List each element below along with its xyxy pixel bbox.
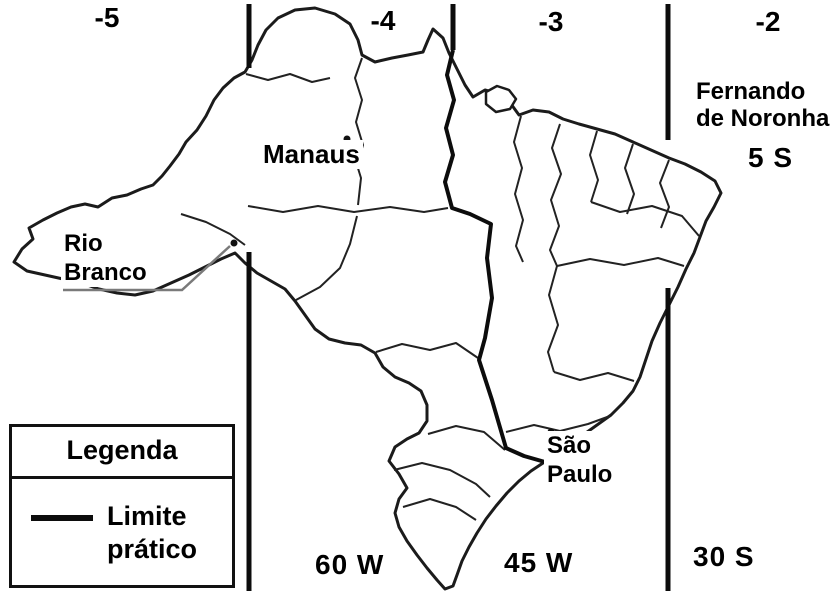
timezone-label-minus3: -3 (538, 6, 564, 37)
legend-item-line1: Limite (107, 501, 187, 531)
city-label-manaus: Manaus (260, 140, 363, 169)
rio-branco-dot (230, 239, 238, 247)
fernando-line2: de Noronha (696, 105, 830, 132)
state-borders (180, 57, 700, 521)
latitude-label-30s: 30 S (693, 541, 755, 572)
legend-box: Legenda Limite prático (9, 424, 235, 588)
practical-limit-line-symbol (31, 515, 93, 521)
rio-branco-line1: Rio (64, 230, 103, 257)
timezone-label-minus2: -2 (755, 6, 781, 37)
legend-divider (12, 476, 232, 479)
legend-item-label: Limite prático (107, 500, 197, 566)
timezone-label-minus5: -5 (94, 2, 120, 33)
city-label-fernando-de-noronha: Fernando de Noronha (693, 78, 833, 132)
latitude-label-5s: 5 S (748, 142, 794, 173)
legend-item-line2: prático (107, 534, 198, 564)
rio-branco-leader-line (63, 245, 231, 292)
fernando-line1: Fernando (696, 78, 806, 105)
practical-limit-lines (246, 4, 671, 591)
marajo-island-outline (484, 84, 518, 114)
legend-title: Legenda (66, 435, 178, 465)
sao-paulo-line2: Paulo (547, 461, 613, 488)
sao-paulo-line1: São (547, 432, 592, 459)
timezone-label-minus4: -4 (370, 5, 396, 36)
longitude-label-45w: 45 W (504, 547, 574, 578)
rio-branco-line2: Branco (64, 259, 147, 286)
city-label-sao-paulo: São Paulo (544, 431, 616, 489)
city-label-rio-branco: Rio Branco (61, 229, 150, 287)
longitude-label-60w: 60 W (315, 549, 385, 580)
limit-line-middle-interior (443, 49, 563, 469)
